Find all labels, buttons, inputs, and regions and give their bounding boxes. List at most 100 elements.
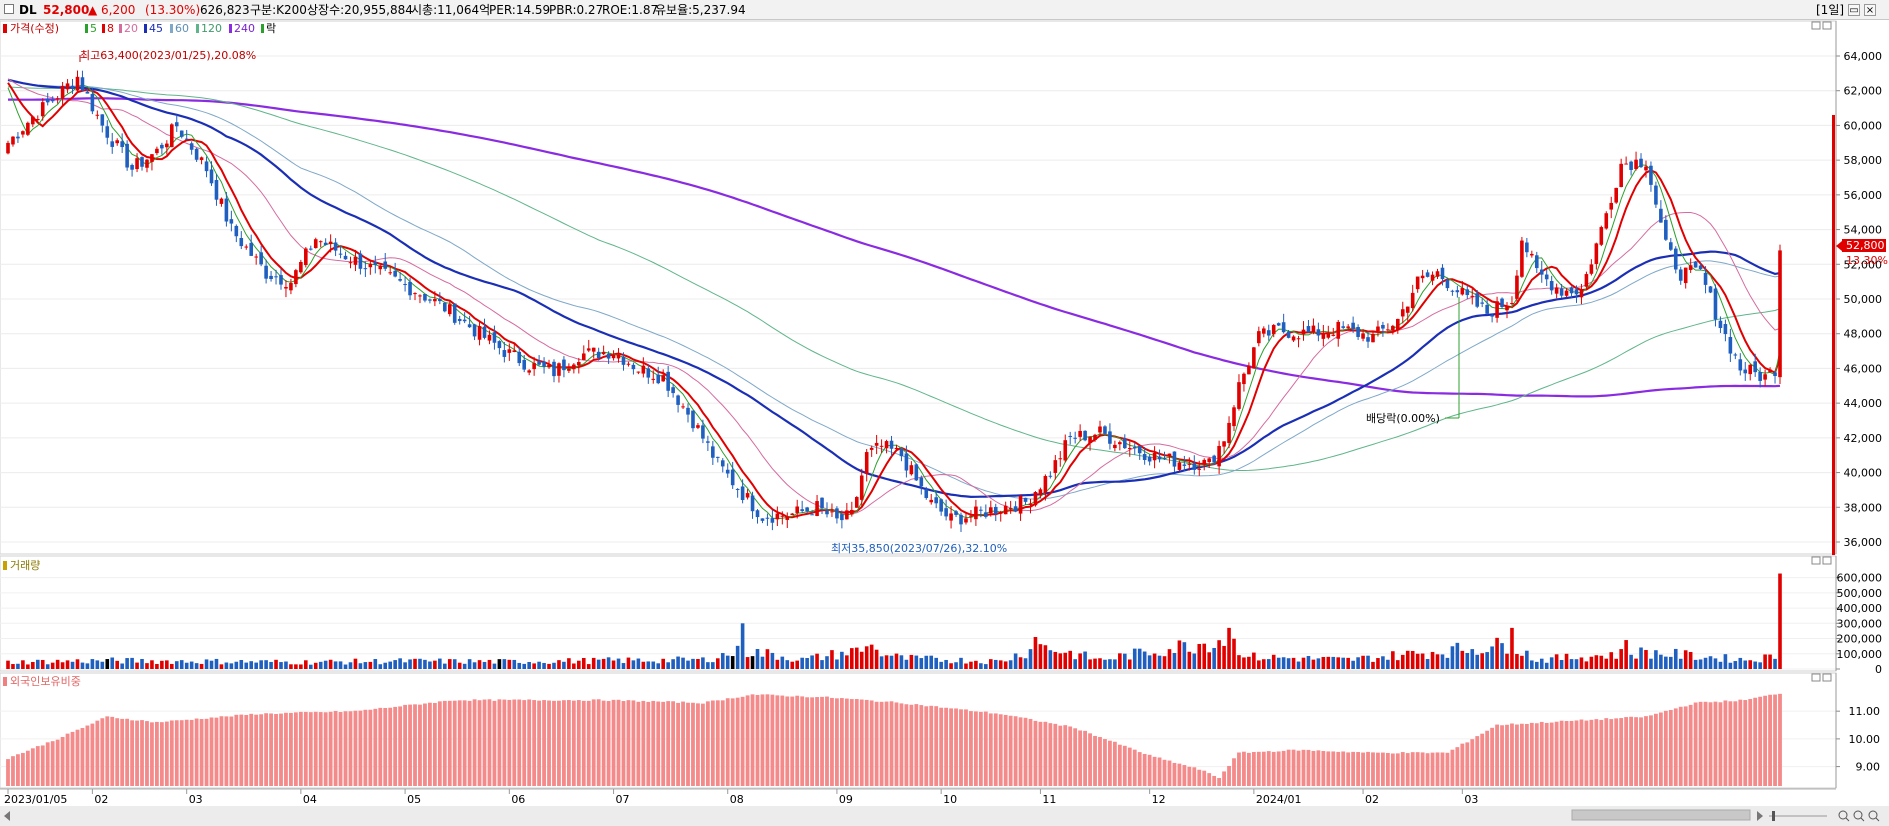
foreign-bar: [1673, 708, 1678, 786]
price-panel-close[interactable]: [1822, 21, 1832, 30]
volume-bar: [1420, 653, 1425, 669]
candle-body: [606, 353, 611, 359]
volume-bar: [398, 658, 402, 669]
candle-body: [1286, 331, 1291, 338]
candle-body: [80, 77, 85, 91]
ma20-line: [7, 78, 1781, 515]
legend-ma45: 45: [149, 22, 163, 35]
foreign-bar: [656, 701, 661, 786]
volume-bar: [1247, 656, 1251, 669]
candle-body: [1321, 333, 1326, 339]
period-selector[interactable]: [1일]: [1816, 3, 1845, 17]
candle-body: [1058, 458, 1063, 460]
foreign-bar: [1559, 720, 1564, 786]
volume-panel-minimize[interactable]: [1811, 556, 1821, 565]
volume-bar: [477, 660, 482, 669]
candle-body: [1371, 333, 1375, 343]
candle-body: [691, 410, 695, 429]
volume-bar: [815, 653, 819, 669]
volume-bar: [234, 661, 239, 669]
last-price-marker: 52,800 13.30%: [1836, 239, 1888, 267]
foreign-bar: [755, 694, 760, 786]
volume-bar: [934, 657, 938, 669]
scroll-bar[interactable]: [0, 806, 1889, 826]
candle-body: [398, 279, 402, 281]
foreign-bar: [1311, 750, 1316, 786]
zoom-out-icon[interactable]: [1838, 810, 1850, 822]
foreign-panel[interactable]: 11.00 10.00 9.00 외국인보유비중: [0, 672, 1880, 789]
foreign-panel-minimize[interactable]: [1811, 673, 1821, 682]
candle-body: [323, 242, 328, 245]
foreign-bar: [909, 704, 914, 786]
candle-body: [805, 507, 809, 512]
volume-bar: [1579, 657, 1584, 669]
volume-bar: [189, 661, 194, 669]
volume-bar: [1187, 651, 1192, 669]
scroll-thumb[interactable]: [1571, 809, 1751, 821]
foreign-panel-close[interactable]: [1822, 673, 1832, 682]
scroll-left-icon[interactable]: [4, 811, 10, 821]
foreign-bar: [993, 713, 998, 786]
foreign-bar: [566, 700, 571, 786]
zoom-in-icon[interactable]: [1853, 810, 1865, 822]
close-button[interactable]: ×: [1864, 4, 1876, 16]
foreign-bar: [527, 699, 532, 786]
foreign-bar: [477, 700, 482, 786]
stock-chart[interactable]: 64,000 62,000 60,000 58,000 56,000 54,000 52,0…: [0, 20, 1889, 826]
volume-bar: [472, 662, 477, 669]
volume-bar: [939, 661, 943, 669]
candle-body: [60, 85, 65, 99]
candle-body: [611, 354, 616, 359]
volume-bar: [343, 664, 348, 669]
volume-bar: [1381, 656, 1385, 669]
candle-body: [1584, 274, 1589, 287]
foreign-bar: [383, 707, 388, 786]
volume-bar: [1137, 648, 1142, 669]
foreign-bar: [581, 700, 586, 786]
foreign-bar: [497, 699, 502, 786]
volume-bar: [770, 652, 775, 669]
candle-body: [1669, 242, 1673, 250]
volume-panel[interactable]: 600,000 500,000 400,000 300,000 200,000 100,0…: [0, 555, 1882, 676]
candle-body: [1227, 422, 1231, 443]
volume-bar: [835, 659, 839, 669]
select-checkbox[interactable]: [4, 4, 14, 14]
volume-bar: [1217, 640, 1221, 669]
foreign-bar: [1142, 753, 1147, 786]
price-panel-minimize[interactable]: [1811, 21, 1821, 30]
candle-body: [1281, 322, 1286, 333]
candle-body: [765, 517, 770, 519]
foreign-bar: [1609, 719, 1614, 786]
volume-bar: [1723, 654, 1728, 669]
volume-bar: [219, 664, 224, 669]
minimize-button[interactable]: ▭: [1848, 4, 1860, 16]
zoom-reset-icon[interactable]: [1868, 810, 1880, 822]
foreign-bar: [169, 720, 174, 786]
price-tick-label: 40,000: [1844, 467, 1883, 480]
foreign-bar: [1738, 699, 1743, 786]
zoom-slider-handle[interactable]: [1772, 811, 1775, 821]
volume-bar: [1018, 657, 1023, 669]
foreign-bar: [135, 720, 139, 786]
ma240-line: [8, 97, 1781, 398]
date-label: 2024/01: [1256, 793, 1302, 806]
scroll-right-icon[interactable]: [1757, 811, 1763, 821]
volume-bar: [1063, 652, 1068, 669]
volume-bar: [115, 660, 119, 669]
price-panel[interactable]: 64,000 62,000 60,000 58,000 56,000 54,000 52,0…: [0, 20, 1888, 555]
volume-bar: [864, 646, 869, 669]
foreign-bar: [1073, 728, 1078, 786]
foreign-bar: [1639, 717, 1643, 786]
volume-bar: [1346, 657, 1350, 669]
candle-body: [204, 161, 209, 172]
candle-body: [542, 361, 546, 367]
foreign-bar: [1524, 723, 1529, 786]
volume-bar: [1425, 659, 1430, 669]
candle-body: [1038, 489, 1043, 496]
volume-panel-close[interactable]: [1822, 556, 1832, 565]
date-label: 12: [1152, 793, 1166, 806]
foreign-bar: [1708, 702, 1713, 786]
foreign-bar: [264, 713, 269, 786]
volume-bar: [1252, 652, 1256, 669]
foreign-bar: [120, 718, 125, 786]
